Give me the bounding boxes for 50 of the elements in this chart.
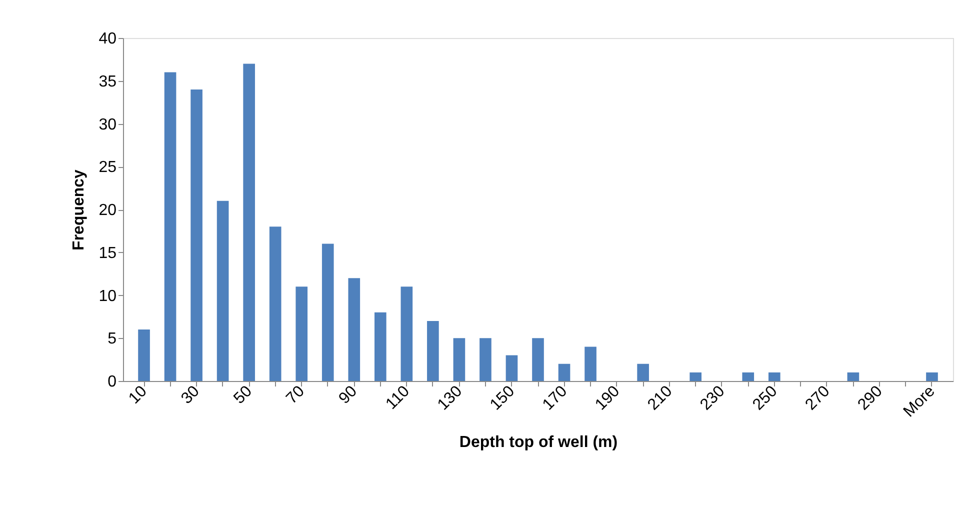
bar <box>926 372 938 381</box>
bar <box>216 200 229 381</box>
bar <box>453 338 466 381</box>
bar <box>269 226 282 381</box>
y-tick-label: 25 <box>98 159 117 176</box>
x-tick-label: 250 <box>750 382 781 414</box>
y-axis-title: Frequency <box>70 169 88 250</box>
bar <box>138 330 150 381</box>
x-tick-label: 90 <box>336 382 361 408</box>
bar <box>584 346 596 381</box>
bar <box>480 338 492 381</box>
x-tick-label: 30 <box>178 382 203 408</box>
bar <box>427 320 439 381</box>
x-tick-label: 210 <box>644 382 676 414</box>
x-tick-label: 290 <box>854 382 886 414</box>
x-tick-label: 10 <box>126 382 150 408</box>
bar <box>768 372 780 381</box>
bar <box>322 244 334 381</box>
x-tick-label: 70 <box>283 382 308 408</box>
bar <box>243 64 255 381</box>
bar <box>164 72 176 381</box>
y-tick-label: 5 <box>108 330 117 348</box>
bar <box>742 372 754 381</box>
y-tick-label: 40 <box>98 30 117 48</box>
bar <box>847 372 860 381</box>
y-tick-label: 15 <box>98 244 117 262</box>
bar <box>348 278 360 381</box>
bar <box>690 372 702 381</box>
x-tick-label: 110 <box>382 382 414 413</box>
bar <box>532 338 544 381</box>
x-tick-label: 50 <box>230 382 256 408</box>
x-tick-label: 230 <box>697 382 728 414</box>
x-tick-label: 270 <box>802 382 834 414</box>
bar <box>374 312 386 381</box>
y-tick-label: 10 <box>98 288 117 305</box>
y-tick-label: 35 <box>98 73 117 90</box>
bar <box>400 286 413 381</box>
x-tick-label: 130 <box>434 382 466 414</box>
bar <box>190 89 202 381</box>
y-tick-label: 20 <box>98 202 117 219</box>
y-tick-label: 30 <box>98 116 117 134</box>
bar <box>637 364 649 381</box>
x-tick-label: 170 <box>540 382 571 414</box>
bar <box>296 286 308 381</box>
bar <box>506 355 518 381</box>
x-tick-label: 150 <box>487 382 518 414</box>
bar <box>558 364 570 381</box>
x-axis-title: Depth top of well (m) <box>459 434 618 451</box>
x-tick-label: 190 <box>592 382 624 414</box>
y-tick-label: 0 <box>108 374 117 390</box>
